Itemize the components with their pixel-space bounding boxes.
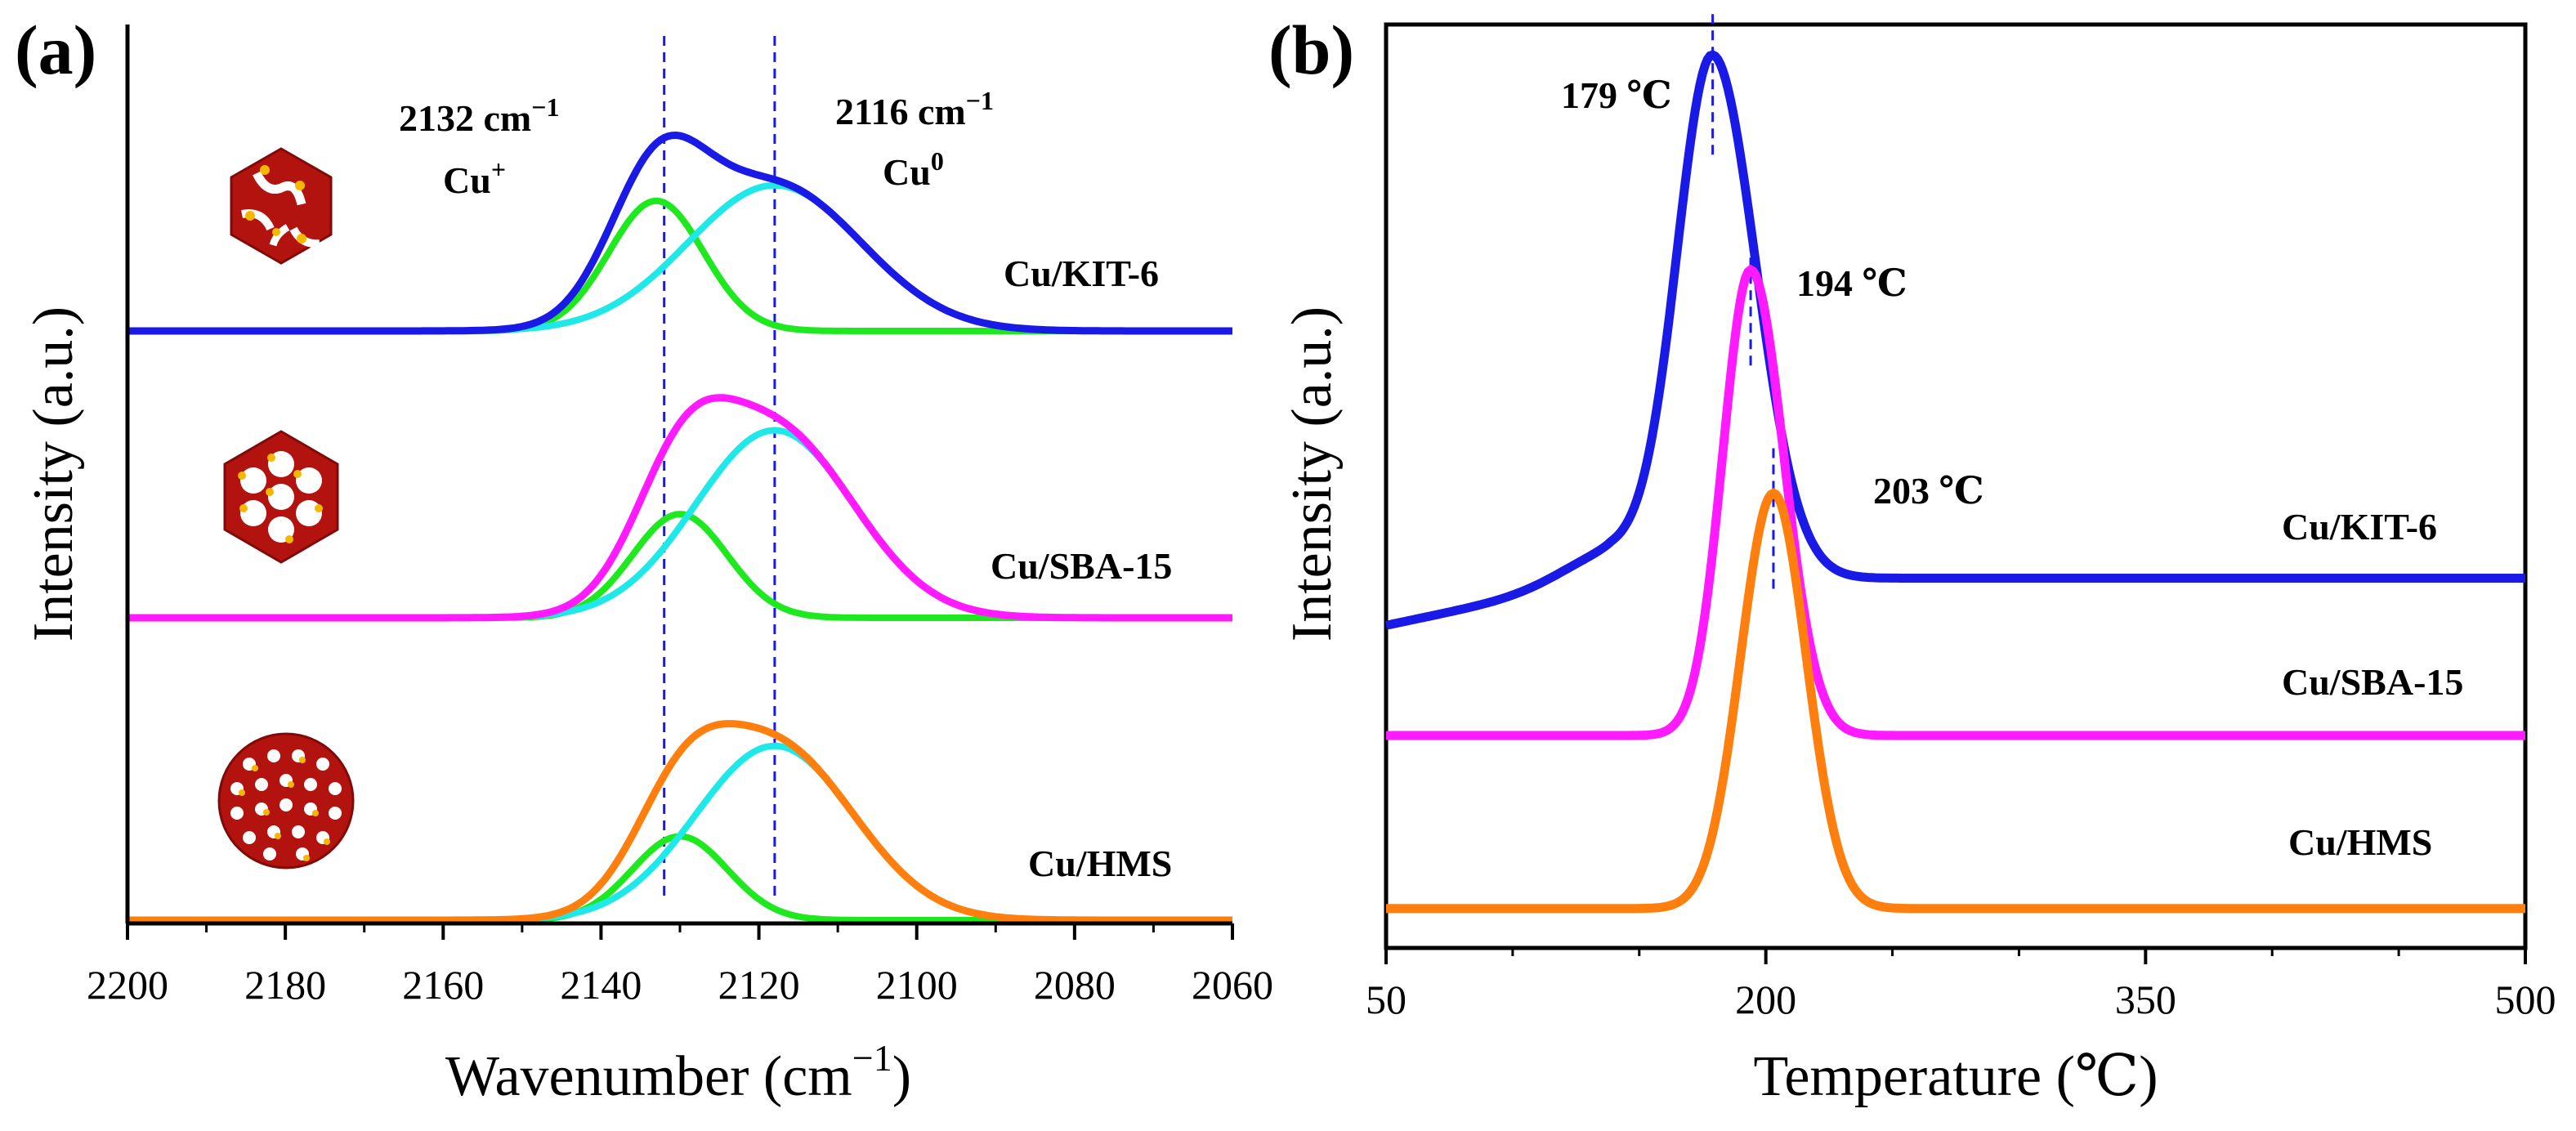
- peak-temp-kit6-label: 179 ℃: [1561, 74, 1672, 116]
- panel-a-x-tick-label: 2060: [1192, 962, 1273, 1008]
- peak-2132-unit-sup: −1: [531, 92, 559, 122]
- panel-b-frame: [1384, 22, 2528, 950]
- curve-Cu/SBA-15-envelope: [127, 394, 1232, 622]
- panel-b-curves: [1384, 50, 2525, 914]
- curve-Cu/HMS-envelope: [127, 720, 1232, 924]
- panel-a-xlabel-end: ): [892, 1045, 911, 1108]
- peak-2116-label: 2116 cm−1: [835, 86, 994, 132]
- cu-plus-label: Cu+: [443, 154, 506, 201]
- sample-label-kit6-a: Cu/KIT-6: [1004, 253, 1159, 294]
- sample-label-kit6-b: Cu/KIT-6: [2282, 506, 2437, 548]
- curve-Cu/SBA-15-tpr: [1386, 264, 2525, 740]
- panel-a-x-ticks: 2200 2180 2160 2140 2120 2100 2080 2060: [87, 923, 1273, 1008]
- sample-label-sba15-b: Cu/SBA-15: [2282, 661, 2463, 703]
- panel-a-x-tick-label: 2080: [1034, 962, 1116, 1008]
- panel-a-curves: [127, 131, 1232, 924]
- sba15-structure-icon: [223, 430, 339, 564]
- peak-2116-value: 2116 cm: [835, 91, 966, 132]
- panel-a-x-tick-label: 2200: [87, 962, 168, 1008]
- sample-label-hms-b: Cu/HMS: [2288, 821, 2432, 863]
- peak-2116-unit-sup: −1: [966, 86, 994, 115]
- panel-a-reference-lines: [663, 36, 776, 897]
- panel-b-x-tick-label: 500: [2495, 977, 2556, 1022]
- cu0-species: Cu: [883, 151, 931, 193]
- sample-label-sba15-a: Cu/SBA-15: [991, 545, 1172, 587]
- peak-2132-label: 2132 cm−1: [399, 92, 559, 139]
- curve-Cu/HMS-tpr: [1386, 488, 2525, 914]
- panel-a-x-tick-label: 2180: [244, 962, 326, 1008]
- panel-a-x-tick-label: 2160: [402, 962, 484, 1008]
- panel-b-x-tick-label: 200: [1735, 977, 1796, 1022]
- panel-b-label: (b): [1268, 11, 1354, 89]
- hms-structure-icon: [217, 732, 355, 869]
- panel-a-xlabel: Wavenumber (cm: [445, 1045, 852, 1108]
- cu-plus-species: Cu: [443, 159, 491, 201]
- peak-2132-value: 2132 cm: [399, 97, 531, 139]
- panel-b-x-tick-label: 50: [1366, 977, 1407, 1022]
- panel-a-xlabel-sup: −1: [852, 1037, 892, 1079]
- panel-a-y-axis-title: Intensity (a.u.): [22, 306, 85, 641]
- panel-a-wavenumber-chart: (a): [15, 11, 1273, 1108]
- curve-Cu/KIT-6-tpr: [1384, 50, 2525, 630]
- cu0-label: Cu0: [883, 146, 944, 193]
- kit6-structure-icon: [230, 147, 333, 265]
- cu0-sup: 0: [931, 146, 944, 176]
- panel-a-x-tick-label: 2100: [876, 962, 958, 1008]
- sample-label-hms-a: Cu/HMS: [1028, 843, 1172, 884]
- panel-b-x-ticks: 50 200 350 500: [1366, 948, 2556, 1022]
- panel-a-x-axis-title: Wavenumber (cm−1): [445, 1037, 911, 1108]
- panel-a-label: (a): [15, 11, 96, 89]
- curve-Cu/KIT-6-envelope: [127, 131, 1232, 335]
- cu-plus-sup: +: [491, 154, 506, 184]
- peak-temp-hms-label: 203 ℃: [1873, 470, 1984, 512]
- peak-temp-sba15-label: 194 ℃: [1796, 262, 1907, 304]
- panel-b-x-axis-title: Temperature (℃): [1753, 1045, 2158, 1108]
- panel-a-x-tick-label: 2120: [718, 962, 800, 1008]
- panel-a-x-tick-label: 2140: [560, 962, 642, 1008]
- panel-b-temperature-chart: (b) 179 ℃ 194 ℃ 203 ℃ Cu/KIT-6 Cu/SBA-15…: [1268, 11, 2556, 1108]
- panel-b-y-axis-title: Intensity (a.u.): [1281, 306, 1344, 641]
- panel-b-x-tick-label: 350: [2115, 977, 2176, 1022]
